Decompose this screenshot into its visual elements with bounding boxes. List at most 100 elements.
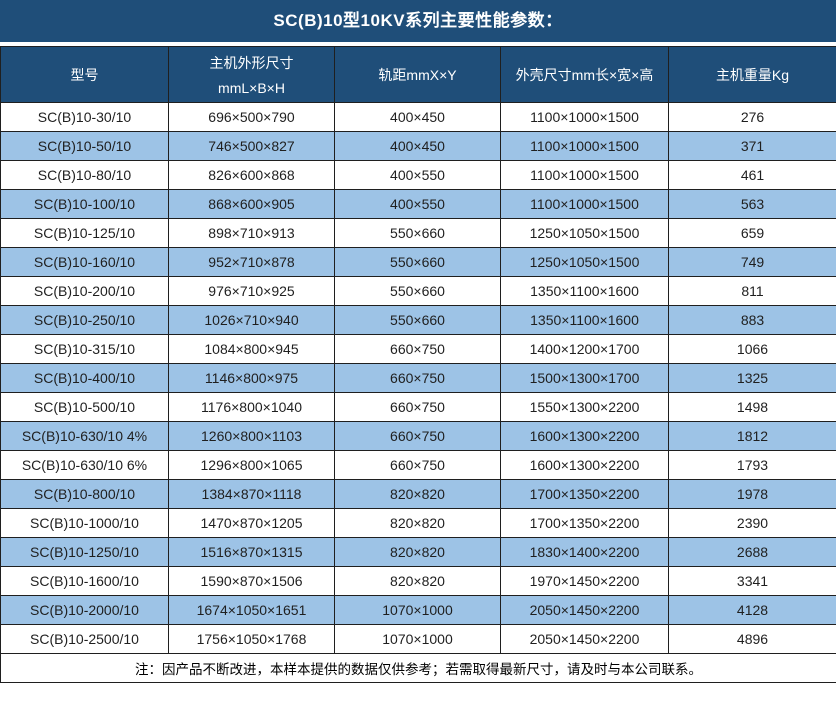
cell-weight: 749: [668, 247, 836, 277]
table-row: SC(B)10-50/10 746×500×827 400×450 1100×1000…: [0, 131, 836, 161]
cell-shell-size: 1970×1450×2200: [500, 566, 669, 596]
cell-weight: 883: [668, 305, 836, 335]
cell-shell-size: 1350×1100×1600: [500, 305, 669, 335]
cell-model: SC(B)10-800/10: [0, 479, 169, 509]
table-row: SC(B)10-100/10 868×600×905 400×550 1100×100…: [0, 189, 836, 219]
cell-weight: 1812: [668, 421, 836, 451]
table-row: SC(B)10-1250/10 1516×870×1315 820×820 1830×…: [0, 537, 836, 567]
footer-note: 注：因产品不断改进，本样本提供的数据仅供参考；若需取得最新尺寸，请及时与本公司联…: [0, 653, 836, 683]
cell-track-gauge: 400×550: [334, 160, 501, 190]
cell-track-gauge: 400×450: [334, 102, 501, 132]
cell-weight: 3341: [668, 566, 836, 596]
table-footer: 注：因产品不断改进，本样本提供的数据仅供参考；若需取得最新尺寸，请及时与本公司联…: [0, 653, 836, 683]
cell-model: SC(B)10-250/10: [0, 305, 169, 335]
cell-main-dimensions: 1084×800×945: [168, 334, 335, 364]
cell-track-gauge: 1070×1000: [334, 595, 501, 625]
table-row: SC(B)10-200/10 976×710×925 550×660 1350×110…: [0, 276, 836, 306]
cell-track-gauge: 820×820: [334, 479, 501, 509]
table-row: SC(B)10-1000/10 1470×870×1205 820×820 1700×…: [0, 508, 836, 538]
cell-main-dimensions: 746×500×827: [168, 131, 335, 161]
cell-weight: 1066: [668, 334, 836, 364]
cell-main-dimensions: 1470×870×1205: [168, 508, 335, 538]
spec-table: 型号 主机外形尺寸 mmL×B×H 轨距mmX×Y 外壳尺寸mm长×宽×高 主机重量Kg …: [0, 46, 836, 683]
cell-track-gauge: 550×660: [334, 305, 501, 335]
cell-main-dimensions: 1756×1050×1768: [168, 624, 335, 654]
cell-main-dimensions: 1026×710×940: [168, 305, 335, 335]
cell-track-gauge: 400×550: [334, 189, 501, 219]
cell-main-dimensions: 1516×870×1315: [168, 537, 335, 567]
footer-row: 注：因产品不断改进，本样本提供的数据仅供参考；若需取得最新尺寸，请及时与本公司联…: [0, 653, 836, 683]
table-row: SC(B)10-250/10 1026×710×940 550×660 1350×11…: [0, 305, 836, 335]
table-row: SC(B)10-500/10 1176×800×1040 660×750 1550×1…: [0, 392, 836, 422]
cell-main-dimensions: 1674×1050×1651: [168, 595, 335, 625]
cell-track-gauge: 660×750: [334, 392, 501, 422]
cell-weight: 371: [668, 131, 836, 161]
table-row: SC(B)10-2500/10 1756×1050×1768 1070×1000 20…: [0, 624, 836, 654]
cell-shell-size: 1100×1000×1500: [500, 102, 669, 132]
table-row: SC(B)10-125/10 898×710×913 550×660 1250×105…: [0, 218, 836, 248]
cell-main-dimensions: 1260×800×1103: [168, 421, 335, 451]
cell-model: SC(B)10-1000/10: [0, 508, 169, 538]
cell-main-dimensions: 952×710×878: [168, 247, 335, 277]
cell-shell-size: 1550×1300×2200: [500, 392, 669, 422]
cell-track-gauge: 660×750: [334, 421, 501, 451]
cell-weight: 1793: [668, 450, 836, 480]
cell-model: SC(B)10-100/10: [0, 189, 169, 219]
cell-model: SC(B)10-1600/10: [0, 566, 169, 596]
cell-model: SC(B)10-1250/10: [0, 537, 169, 567]
cell-model: SC(B)10-2000/10: [0, 595, 169, 625]
cell-shell-size: 1250×1050×1500: [500, 218, 669, 248]
cell-model: SC(B)10-125/10: [0, 218, 169, 248]
cell-track-gauge: 820×820: [334, 508, 501, 538]
cell-track-gauge: 660×750: [334, 363, 501, 393]
cell-main-dimensions: 868×600×905: [168, 189, 335, 219]
table-row: SC(B)10-800/10 1384×870×1118 820×820 1700×1…: [0, 479, 836, 509]
cell-model: SC(B)10-50/10: [0, 131, 169, 161]
cell-track-gauge: 400×450: [334, 131, 501, 161]
cell-weight: 461: [668, 160, 836, 190]
col-header-weight: 主机重量Kg: [668, 46, 836, 103]
cell-weight: 1978: [668, 479, 836, 509]
cell-shell-size: 1350×1100×1600: [500, 276, 669, 306]
cell-shell-size: 1700×1350×2200: [500, 479, 669, 509]
table-row: SC(B)10-400/10 1146×800×975 660×750 1500×13…: [0, 363, 836, 393]
cell-weight: 2390: [668, 508, 836, 538]
cell-main-dimensions: 826×600×868: [168, 160, 335, 190]
cell-main-dimensions: 1296×800×1065: [168, 450, 335, 480]
cell-weight: 811: [668, 276, 836, 306]
cell-shell-size: 2050×1450×2200: [500, 624, 669, 654]
cell-weight: 659: [668, 218, 836, 248]
cell-shell-size: 1250×1050×1500: [500, 247, 669, 277]
cell-model: SC(B)10-315/10: [0, 334, 169, 364]
cell-model: SC(B)10-630/10 6%: [0, 450, 169, 480]
cell-shell-size: 1500×1300×1700: [500, 363, 669, 393]
table-row: SC(B)10-630/10 6% 1296×800×1065 660×750 160…: [0, 450, 836, 480]
cell-shell-size: 1830×1400×2200: [500, 537, 669, 567]
cell-model: SC(B)10-30/10: [0, 102, 169, 132]
cell-shell-size: 2050×1450×2200: [500, 595, 669, 625]
table-row: SC(B)10-2000/10 1674×1050×1651 1070×1000 20…: [0, 595, 836, 625]
col-header-model: 型号: [0, 46, 169, 103]
table-row: SC(B)10-1600/10 1590×870×1506 820×820 1970×…: [0, 566, 836, 596]
cell-track-gauge: 820×820: [334, 566, 501, 596]
cell-track-gauge: 550×660: [334, 276, 501, 306]
cell-main-dimensions: 1384×870×1118: [168, 479, 335, 509]
table-row: SC(B)10-630/10 4% 1260×800×1103 660×750 160…: [0, 421, 836, 451]
table-row: SC(B)10-80/10 826×600×868 400×550 1100×1000…: [0, 160, 836, 190]
cell-model: SC(B)10-80/10: [0, 160, 169, 190]
cell-main-dimensions: 1146×800×975: [168, 363, 335, 393]
cell-weight: 4128: [668, 595, 836, 625]
cell-weight: 276: [668, 102, 836, 132]
cell-main-dimensions: 1176×800×1040: [168, 392, 335, 422]
cell-weight: 2688: [668, 537, 836, 567]
col-header-shell-size: 外壳尺寸mm长×宽×高: [500, 46, 669, 103]
cell-weight: 1325: [668, 363, 836, 393]
col-header-track-gauge: 轨距mmX×Y: [334, 46, 501, 103]
cell-model: SC(B)10-500/10: [0, 392, 169, 422]
cell-shell-size: 1700×1350×2200: [500, 508, 669, 538]
cell-main-dimensions: 1590×870×1506: [168, 566, 335, 596]
cell-shell-size: 1100×1000×1500: [500, 160, 669, 190]
cell-weight: 563: [668, 189, 836, 219]
cell-track-gauge: 1070×1000: [334, 624, 501, 654]
